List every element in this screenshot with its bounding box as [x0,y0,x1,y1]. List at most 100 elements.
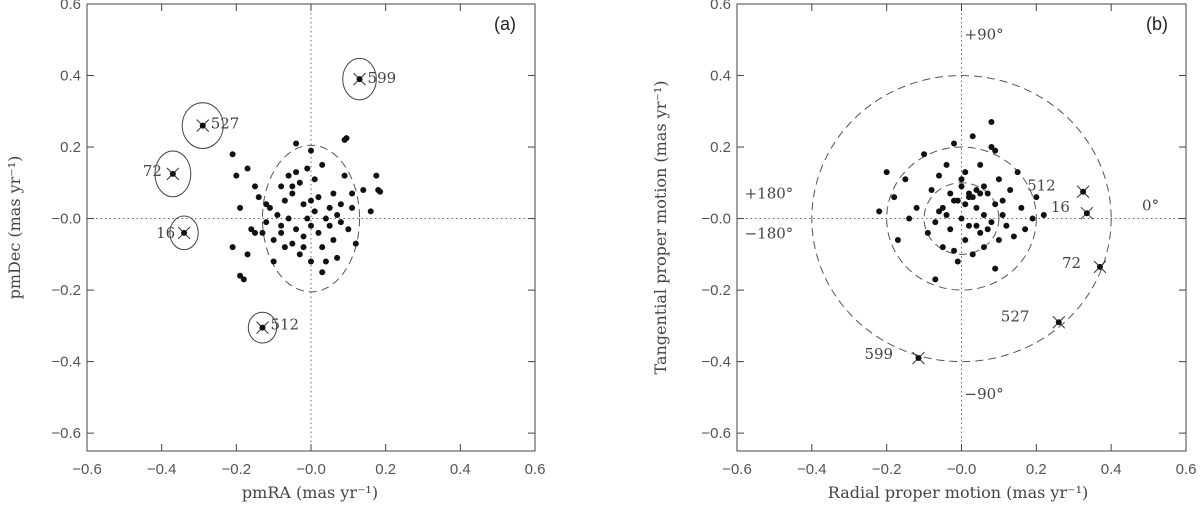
data-point [311,208,318,215]
x-tick-label: 0.2 [1026,461,1047,478]
outlier-point [181,229,188,236]
y-tick-label: 0.6 [710,0,731,13]
data-point [891,194,898,201]
data-point [244,251,251,258]
data-point [311,176,318,183]
data-point [932,276,939,283]
data-point [977,161,984,168]
outlier-label: 72 [1062,254,1081,272]
data-point [278,222,285,229]
data-point [980,183,987,190]
data-point [1029,215,1036,222]
data-point [962,169,969,176]
data-point [259,229,266,236]
data-point [951,140,958,147]
y-tick-label: −0.4 [51,354,81,371]
data-point [973,204,980,211]
outlier-point [1083,210,1090,217]
x-tick-label: −0.0 [296,461,326,478]
y-tick-label: −0.6 [51,425,81,442]
data-point [951,197,958,204]
data-point [377,188,384,195]
data-point [951,247,958,254]
data-point [924,229,931,236]
data-point [278,229,285,236]
y-tick-label: −0.4 [701,354,731,371]
dashed-ring [811,75,1112,363]
outlier-label: 16 [156,224,175,242]
data-point [278,183,285,190]
data-point [928,186,935,193]
data-point [322,258,329,265]
data-point [969,251,976,258]
x-tick-label: 0.6 [525,461,546,478]
data-point [962,201,969,208]
data-point [326,204,333,211]
data-point [1010,233,1017,240]
outlier-circle [342,57,377,101]
dispersion-ellipse [261,144,361,293]
y-tick-label: −0.2 [701,282,731,299]
dashed-ring [886,146,1037,291]
outlier-label: 599 [368,69,397,87]
data-point [289,190,296,197]
data-point [334,211,341,218]
outlier-point [1080,188,1087,195]
data-point [958,183,965,190]
data-point [973,222,980,229]
dashed-ring [923,182,1000,255]
data-point [263,201,270,208]
data-point [969,133,976,140]
data-point [266,204,273,211]
outlier-circle [169,215,199,251]
y-tick-label: 0.4 [60,68,81,85]
outlier-point [199,122,206,129]
data-point [293,169,300,176]
outlier-label: 72 [143,162,162,180]
outlier-point [259,324,266,331]
data-point [293,226,300,233]
data-point [334,254,341,261]
y-tick-label: −0.6 [701,425,731,442]
x-tick-label: −0.2 [222,461,252,478]
outlier-point [356,76,363,83]
data-point [315,194,322,201]
data-point [337,201,344,208]
data-point [296,251,303,258]
plot-frame [736,3,1187,452]
data-point [906,215,913,222]
data-point [341,172,348,179]
data-point [326,222,333,229]
data-point [1014,169,1021,176]
data-point [1040,211,1047,218]
data-point [285,172,292,179]
data-point [958,176,965,183]
data-point [233,172,240,179]
x-tick-label: −0.4 [147,461,177,478]
data-point [1007,186,1014,193]
y-tick-label: −0.0 [701,211,731,228]
data-point [293,140,300,147]
data-point [984,190,991,197]
y-tick-label: −0.2 [51,282,81,299]
panel-a-label: (a) [494,14,516,34]
outlier-label: 527 [211,115,240,133]
panel-b-scatter-plot: (b) −0.6 −0.4 −0.2 −0.0 0.2 0.4 0.6 −0.6 −0.4 −0.… [651,0,1196,502]
angle-label: 0° [1142,197,1159,215]
y-tick-label: 0.6 [60,0,81,13]
y-tick-label: −0.0 [51,211,81,228]
data-point [281,197,288,204]
data-point [1003,222,1010,229]
data-point [977,190,984,197]
data-point [319,269,326,276]
data-point [373,172,380,179]
data-point [304,215,311,222]
data-point [947,190,954,197]
panel-b-label: (b) [1146,14,1168,34]
outlier-label: 512 [1027,177,1056,195]
y-axis-title: Tangential proper motion (mas yr⁻¹) [651,81,670,375]
data-point [319,161,326,168]
data-point [988,144,995,151]
data-point [969,194,976,201]
